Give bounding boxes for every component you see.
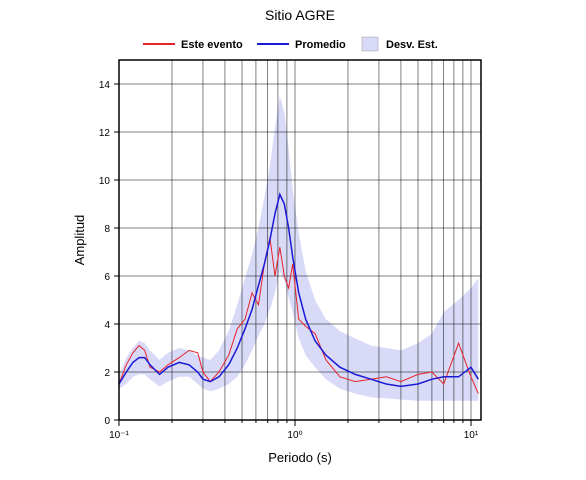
y-tick-label: 14 (99, 80, 111, 91)
y-tick-label: 12 (99, 128, 111, 139)
chart-title: Sitio AGRE (265, 7, 335, 23)
series-line (118, 192, 479, 388)
x-tick-label: 10⁻¹ (109, 430, 129, 441)
x-tick-label: 10¹ (464, 430, 479, 441)
y-tick-label: 8 (104, 224, 110, 235)
x-tick-label: 10⁰ (287, 430, 302, 441)
std-band (119, 96, 479, 401)
legend-label: Desv. Est. (386, 39, 438, 51)
x-axis-label: Periodo (s) (268, 450, 332, 465)
y-tick-label: 2 (104, 368, 110, 379)
y-tick-label: 4 (104, 320, 110, 331)
y-tick-label: 10 (99, 176, 111, 187)
legend-label: Este evento (181, 39, 243, 51)
y-tick-label: 6 (104, 272, 110, 283)
legend-label: Promedio (295, 39, 346, 51)
plot-frame (118, 59, 482, 421)
legend-swatch (361, 36, 379, 52)
y-tick-label: 0 (104, 416, 110, 427)
y-axis-label: Amplitud (72, 215, 87, 266)
